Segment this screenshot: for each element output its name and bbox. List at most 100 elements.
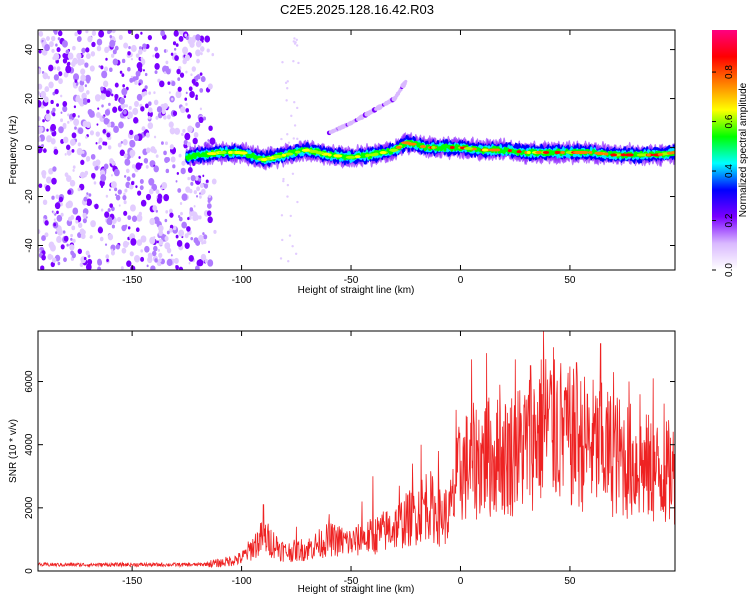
noise-blob: [148, 101, 152, 106]
noise-blob: [206, 210, 212, 217]
noise-blob: [164, 141, 168, 146]
noise-blob: [46, 135, 52, 143]
noise-speck: [289, 214, 292, 218]
noise-blob: [199, 46, 205, 52]
noise-blob: [180, 167, 186, 175]
noise-blob: [60, 244, 65, 250]
noise-blob: [156, 197, 163, 204]
noise-blob: [175, 265, 179, 270]
noise-blob: [85, 47, 90, 53]
noise-blob: [76, 36, 82, 43]
noise-blob: [79, 171, 86, 179]
noise-blob: [150, 265, 156, 270]
noise-blob: [83, 256, 87, 261]
x-tick-label: 50: [564, 275, 576, 286]
noise-blob: [199, 195, 202, 199]
noise-blob: [60, 212, 64, 217]
noise-blob: [170, 52, 174, 56]
noise-blob: [168, 227, 173, 233]
noise-blob: [82, 212, 87, 219]
noise-blob: [80, 74, 86, 82]
noise-blob: [77, 142, 81, 147]
noise-blob: [164, 242, 171, 250]
noise-blob: [40, 265, 45, 270]
noise-blob: [187, 217, 190, 221]
noise-blob: [209, 137, 216, 145]
noise-blob: [156, 240, 159, 244]
line-hotspot: [588, 150, 593, 154]
noise-blob: [101, 104, 104, 108]
line-hotspot: [554, 150, 560, 154]
line-hotspot: [284, 152, 294, 156]
noise-blob: [174, 127, 181, 135]
noise-blob: [114, 45, 119, 51]
noise-blob: [77, 187, 81, 192]
line-hotspot: [365, 154, 370, 158]
noise-blob: [179, 202, 183, 205]
noise-blob: [118, 204, 121, 207]
noise-blob: [154, 258, 158, 263]
noise-blob: [126, 260, 132, 267]
line-hotspot: [507, 149, 512, 153]
noise-blob: [67, 120, 70, 124]
noise-blob: [111, 206, 115, 212]
noise-blob: [99, 236, 104, 242]
noise-blob: [104, 211, 110, 218]
noise-blob: [140, 199, 147, 207]
noise-blob: [53, 222, 57, 227]
noise-blob: [52, 211, 56, 215]
noise-blob: [113, 168, 120, 177]
noise-blob: [204, 35, 211, 43]
noise-blob: [207, 83, 213, 90]
line-hotspot: [627, 153, 634, 157]
branch-point: [404, 79, 408, 84]
noise-blob: [207, 203, 212, 209]
noise-blob: [127, 30, 132, 34]
noise-blob: [147, 115, 151, 120]
noise-blob: [161, 181, 168, 190]
noise-blob: [102, 80, 109, 88]
noise-blob: [128, 105, 132, 110]
noise-blob: [196, 186, 201, 192]
noise-blob: [184, 242, 190, 249]
noise-blob: [110, 53, 115, 58]
noise-blob: [160, 30, 166, 37]
line-hotspot: [316, 151, 323, 155]
noise-blob: [101, 70, 108, 79]
noise-blob: [172, 110, 178, 116]
noise-blob: [124, 188, 128, 193]
noise-blob: [199, 88, 204, 93]
noise-speck: [284, 81, 288, 85]
noise-blob: [65, 49, 70, 55]
noise-blob: [56, 103, 60, 107]
line-hotspot: [262, 158, 267, 162]
noise-blob: [181, 193, 188, 201]
noise-blob: [132, 76, 137, 83]
noise-blob: [165, 49, 169, 53]
x-tick-label: -50: [344, 576, 359, 587]
line-hotspot: [516, 150, 522, 154]
noise-blob: [194, 81, 199, 87]
noise-blob: [199, 72, 203, 76]
colorbar-tick-label: 0.2: [724, 213, 735, 227]
noise-blob: [123, 210, 128, 216]
noise-blob: [103, 163, 109, 170]
noise-blob: [143, 157, 149, 164]
line-hotspot: [594, 151, 604, 155]
line-hotspot: [603, 152, 609, 156]
noise-blob: [74, 79, 78, 83]
noise-blob: [172, 225, 177, 231]
noise-blob: [152, 205, 158, 212]
noise-blob: [203, 234, 208, 240]
noise-blob: [41, 235, 46, 242]
noise-blob: [69, 244, 75, 251]
noise-blob: [38, 116, 41, 122]
noise-blob: [67, 52, 74, 60]
noise-blob: [145, 193, 152, 201]
noise-blob: [134, 80, 138, 85]
noise-blob: [180, 211, 183, 216]
noise-blob: [148, 178, 155, 186]
noise-blob: [54, 202, 61, 210]
noise-blob: [130, 75, 133, 79]
noise-blob: [38, 136, 41, 142]
